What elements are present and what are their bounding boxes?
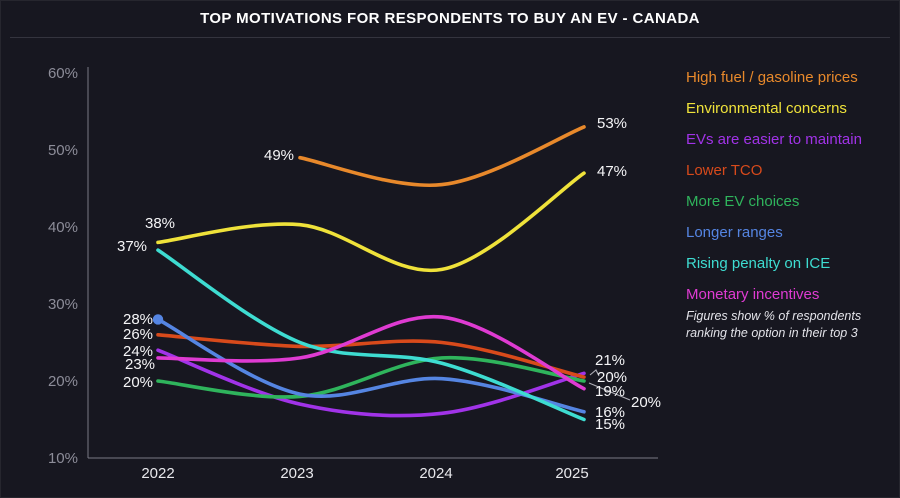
line-chart: 60% 50% 40% 30% 20% 10% 2022 2023 2024 2025 38% 37%… — [48, 65, 661, 482]
chart-footnote: Figures show % of respondents ranking th… — [686, 309, 862, 340]
x-tick-label: 2024 — [419, 465, 452, 482]
hook-to-lower-tco — [589, 369, 600, 377]
value-label: 20% — [631, 394, 661, 411]
legend-item-rising-penalty-on-ice: Rising penalty on ICE — [686, 248, 886, 279]
x-tick-label: 2023 — [280, 465, 313, 482]
value-label: 15% — [595, 416, 625, 433]
value-label: 26% — [123, 326, 153, 343]
legend-item-label: Environmental concerns — [686, 100, 847, 117]
leader-to-more-ev-choices — [588, 382, 631, 401]
series-line-high-fuel-gasoline-prices — [298, 125, 586, 188]
y-tick-label: 20% — [48, 373, 78, 390]
series-line-lower-tco — [156, 333, 586, 379]
title-divider — [10, 37, 890, 38]
series-start-dot-longer-ranges — [152, 314, 164, 325]
value-label: 28% — [123, 311, 153, 328]
legend-item-more-ev-choices: More EV choices — [686, 186, 886, 217]
value-label: 53% — [597, 115, 627, 132]
value-label: 20% — [123, 374, 153, 391]
legend-item-label: Rising penalty on ICE — [686, 255, 831, 272]
legend-item-monetary-incentives: Monetary incentives — [686, 279, 886, 310]
y-tick-label: 30% — [48, 296, 78, 313]
x-tick-label: 2025 — [555, 465, 588, 482]
value-label: 49% — [264, 147, 294, 164]
value-label: 24% — [123, 343, 153, 360]
legend-item-environmental-concerns: Environmental concerns — [686, 93, 886, 124]
value-label: 21% — [595, 352, 625, 369]
legend-item-label: Lower TCO — [686, 162, 763, 179]
series-line-monetary-incentives — [156, 314, 586, 391]
value-label: 20% — [597, 369, 627, 386]
legend-item-label: EVs are easier to maintain — [686, 131, 862, 148]
value-label: 19% — [595, 383, 625, 400]
legend-item-label: High fuel / gasoline prices — [686, 69, 858, 86]
y-tick-label: 60% — [48, 65, 78, 82]
value-label: 23% — [125, 356, 155, 373]
legend-item-longer-ranges: Longer ranges — [686, 217, 886, 248]
legend-item-label: Longer ranges — [686, 224, 783, 241]
y-tick-label: 50% — [48, 142, 78, 159]
value-label: 38% — [145, 215, 175, 232]
series-line-more-ev-choices — [156, 355, 586, 399]
chart-legend: High fuel / gasoline prices Environmental… — [686, 62, 886, 310]
legend-item-high-fuel-gasoline-prices: High fuel / gasoline prices — [686, 62, 886, 93]
series-line-rising-penalty-on-ice — [156, 248, 586, 422]
legend-item-lower-tco: Lower TCO — [686, 155, 886, 186]
legend-item-evs-are-easier-to-maintain: EVs are easier to maintain — [686, 124, 886, 155]
legend-item-label: More EV choices — [686, 193, 800, 210]
chart-title: TOP MOTIVATIONS FOR RESPONDENTS TO BUY A… — [200, 10, 700, 27]
legend-item-label: Monetary incentives — [686, 286, 820, 303]
y-tick-label: 40% — [48, 219, 78, 236]
value-label: 16% — [595, 404, 625, 421]
value-label: 37% — [117, 238, 147, 255]
series-line-environmental-concerns — [156, 171, 586, 273]
x-tick-label: 2022 — [141, 465, 174, 482]
y-tick-label: 10% — [48, 450, 78, 467]
value-label: 47% — [597, 163, 627, 180]
